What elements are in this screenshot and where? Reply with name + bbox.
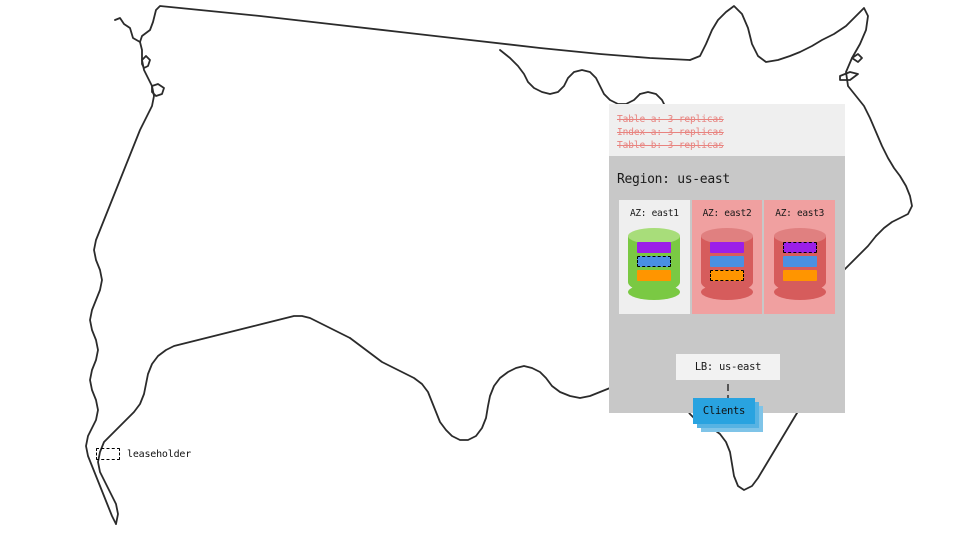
range-table-a-east2[interactable] <box>710 242 744 253</box>
range-list-east2 <box>710 242 744 281</box>
range-table-b-east3[interactable] <box>782 270 817 281</box>
az-box-east1[interactable]: AZ: east1 <box>619 200 690 314</box>
load-balancer-box[interactable]: LB: us-east <box>676 354 780 380</box>
range-table-a-east1[interactable] <box>637 242 672 253</box>
range-table-b-east2[interactable] <box>710 270 744 281</box>
cylinder-top <box>701 228 753 244</box>
schema-list: Table a: 3 replicas Index a: 3 replicas … <box>617 113 724 152</box>
az-label-east3: AZ: east3 <box>775 208 825 219</box>
cylinder-top <box>628 228 681 244</box>
region-title: Region: us-east <box>617 172 730 187</box>
az-box-east3[interactable]: AZ: east3 <box>764 200 836 314</box>
connector-segment-lower <box>727 395 729 398</box>
availability-zone-row: AZ: east1 AZ: east2 <box>619 200 836 314</box>
range-index-a-east2[interactable] <box>710 256 744 267</box>
schema-line-table-b: Table b: 3 replicas <box>617 140 724 151</box>
schema-panel: Table a: 3 replicas Index a: 3 replicas … <box>609 104 845 156</box>
clients-card-front[interactable]: Clients <box>693 398 755 424</box>
clients-stack[interactable]: Clients <box>693 398 763 432</box>
connector-segment-upper <box>727 384 729 391</box>
range-list-east1 <box>637 242 672 281</box>
range-table-a-east3[interactable] <box>782 242 817 253</box>
db-node-east3[interactable] <box>773 228 826 300</box>
db-node-east2[interactable] <box>701 228 753 300</box>
region-panel-us-east: Region: us-east AZ: east1 AZ: <box>609 156 845 432</box>
schema-line-index-a: Index a: 3 replicas <box>617 127 724 138</box>
range-table-b-east1[interactable] <box>637 270 672 281</box>
cluster-diagram: Table a: 3 replicas Index a: 3 replicas … <box>609 104 845 432</box>
db-node-east1[interactable] <box>628 228 681 300</box>
legend-label: leaseholder <box>127 448 192 460</box>
az-box-east2[interactable]: AZ: east2 <box>691 200 763 314</box>
lb-clients-connector <box>727 384 729 404</box>
schema-line-table-a: Table a: 3 replicas <box>617 114 724 125</box>
legend: leaseholder <box>96 448 191 460</box>
range-list-east3 <box>782 242 817 281</box>
cylinder-top <box>773 228 826 244</box>
range-index-a-east3[interactable] <box>782 256 817 267</box>
az-label-east2: AZ: east2 <box>702 208 752 219</box>
az-label-east1: AZ: east1 <box>629 208 679 219</box>
dashed-rect-icon <box>96 448 120 460</box>
range-index-a-east1[interactable] <box>637 256 672 267</box>
